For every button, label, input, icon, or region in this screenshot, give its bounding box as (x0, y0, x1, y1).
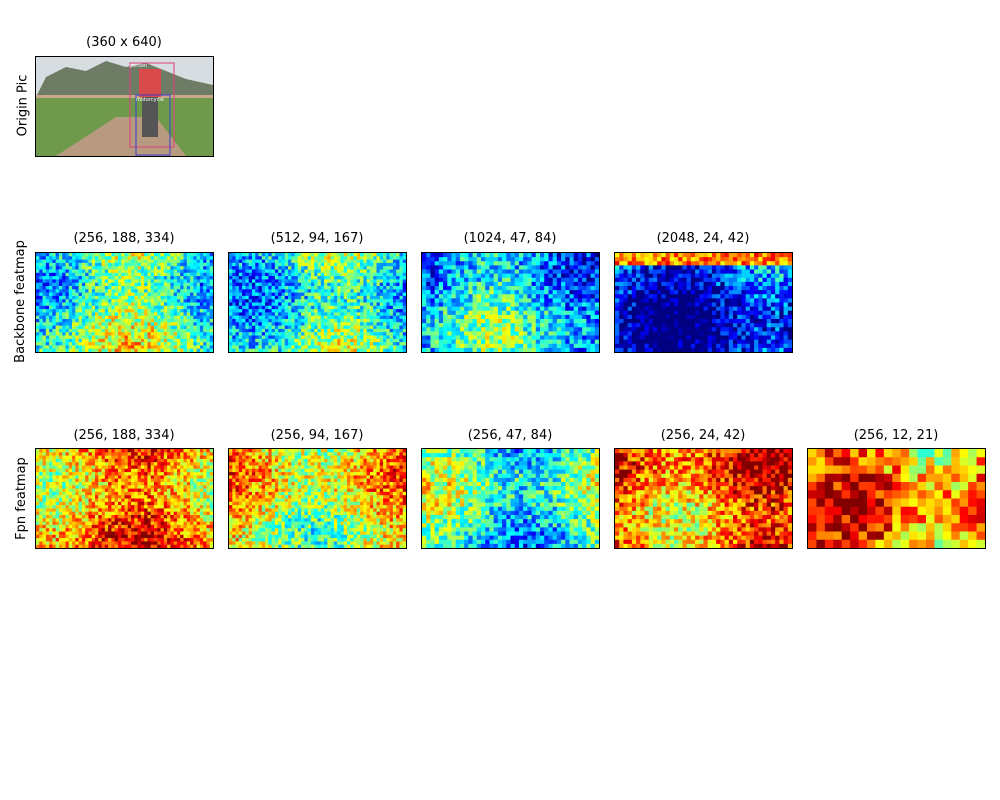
backbone-heatmap-3 (421, 252, 600, 353)
backbone-heatmap-1 (35, 252, 214, 353)
backbone-heatmap-2-cells (229, 253, 406, 352)
person-box-label: person (130, 63, 147, 69)
fpn-heatmap-4-cells (615, 449, 792, 548)
fpn-title-5: (256, 12, 21) (853, 428, 939, 443)
fpn-heatmap-4 (614, 448, 793, 549)
fpn-title-3: (256, 47, 84) (467, 428, 553, 443)
fpn-heatmap-5 (807, 448, 986, 549)
backbone-heatmap-1-cells (36, 253, 213, 352)
origin-photo-drawing: motorcycle person (36, 57, 213, 156)
motorcycle-shape (142, 97, 158, 137)
backbone-title-3: (1024, 47, 84) (463, 231, 557, 246)
fpn-heatmap-5-cells (808, 449, 985, 548)
fpn-heatmap-3-cells (422, 449, 599, 548)
fpn-heatmap-2 (228, 448, 407, 549)
fpn-heatmap-1-cells (36, 449, 213, 548)
bridge (36, 95, 213, 98)
fpn-title-4: (256, 24, 42) (660, 428, 746, 443)
fpn-title-1: (256, 188, 334) (73, 428, 175, 443)
fpn-title-2: (256, 94, 167) (270, 428, 364, 443)
backbone-title-2: (512, 94, 167) (270, 231, 364, 246)
backbone-heatmap-4 (614, 252, 793, 353)
rider (139, 69, 161, 97)
backbone-title-4: (2048, 24, 42) (656, 231, 750, 246)
fpn-heatmap-2-cells (229, 449, 406, 548)
row-label-backbone: Backbone featmap (12, 240, 28, 363)
origin-pic-title: (360 x 640) (86, 35, 162, 50)
motorcycle-box-label: motorcycle (136, 97, 164, 103)
person-box (129, 62, 175, 148)
row-label-fpn: Fpn featmap (13, 457, 29, 540)
backbone-title-1: (256, 188, 334) (73, 231, 175, 246)
origin-photo: motorcycle person (35, 56, 214, 157)
backbone-heatmap-2 (228, 252, 407, 353)
fpn-heatmap-1 (35, 448, 214, 549)
row-label-origin: Origin Pic (15, 74, 31, 137)
backbone-heatmap-3-cells (422, 253, 599, 352)
backbone-heatmap-4-cells (615, 253, 792, 352)
motorcycle-box (135, 94, 171, 156)
fpn-heatmap-3 (421, 448, 600, 549)
